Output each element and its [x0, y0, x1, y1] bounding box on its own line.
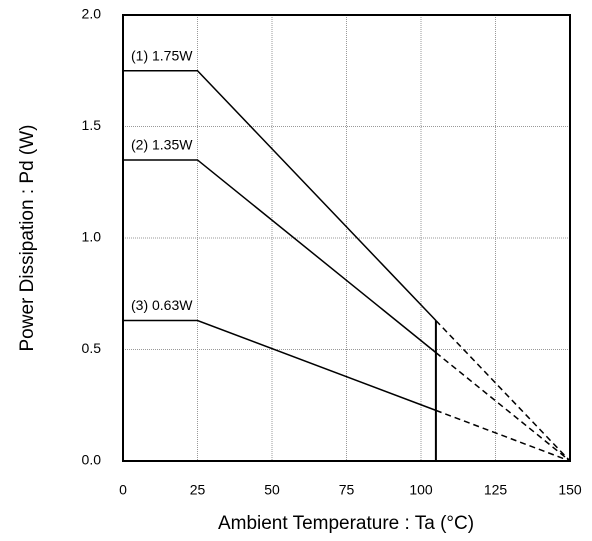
line-dashed	[435, 319, 571, 462]
line-dashed	[435, 409, 571, 462]
plot-frame	[122, 14, 571, 462]
x-tick-label: 25	[190, 482, 206, 498]
x-tick-label: 150	[558, 482, 582, 498]
x-tick-label: 125	[484, 482, 508, 498]
y-tick-label: 1.0	[82, 229, 102, 245]
series-label: (1) 1.75W	[131, 47, 193, 63]
line-dashed	[435, 352, 571, 462]
y-axis-title: Power Dissipation : Pd (W)	[17, 124, 38, 351]
series-label: (3) 0.63W	[131, 297, 193, 313]
x-axis-title: Ambient Temperature : Ta (°C)	[218, 513, 474, 534]
y-tick-label: 1.5	[82, 117, 102, 133]
y-tick-label: 0.0	[82, 452, 102, 468]
x-tick-label: 75	[339, 482, 355, 498]
x-tick-label: 100	[409, 482, 433, 498]
y-tick-label: 0.5	[82, 340, 102, 356]
series-label: (2) 1.35W	[131, 137, 193, 153]
line-solid	[123, 70, 437, 322]
line-solid	[123, 159, 437, 354]
line-solid	[123, 319, 437, 412]
y-tick-label: 2.0	[82, 6, 102, 22]
x-tick-label: 0	[119, 482, 127, 498]
x-tick-label: 50	[264, 482, 280, 498]
